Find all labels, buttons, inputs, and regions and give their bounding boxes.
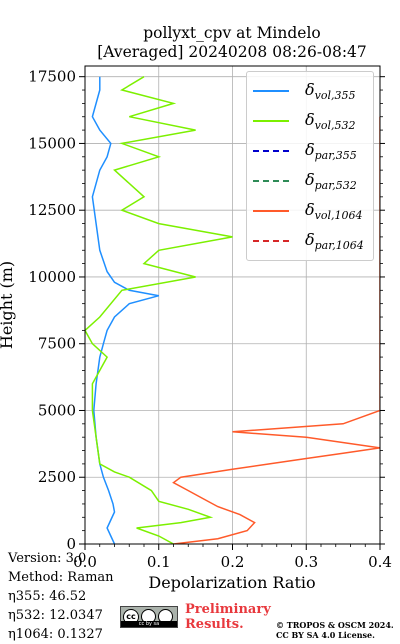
x-tick-label: 0.3	[294, 553, 318, 571]
legend-entry: δpar,355	[253, 140, 371, 162]
meta-line: η1064: 0.1327	[8, 627, 103, 642]
data-series	[85, 76, 380, 544]
legend-swatch	[253, 180, 289, 182]
y-tick-label: 17500	[28, 68, 76, 86]
copyright-line-2: CC BY SA 4.0 License.	[276, 630, 375, 640]
cc-license-badge: cc cc by sa	[120, 606, 178, 628]
x-tick-label: 0.4	[368, 553, 392, 571]
series-line-vol-355	[91, 76, 159, 544]
legend-label: δvol,355	[305, 80, 356, 103]
legend-swatch	[253, 90, 289, 92]
legend-label: δpar,532	[305, 170, 357, 193]
legend-entry: δvol,1064	[253, 200, 371, 222]
legend-label: δvol,532	[305, 110, 356, 133]
legend-entry: δpar,1064	[253, 230, 371, 252]
x-axis-label: Depolarization Ratio	[148, 573, 315, 592]
chart-title: pollyxt_cpv at Mindelo	[143, 24, 321, 42]
meta-line: η532: 12.0347	[8, 608, 103, 623]
x-tick-label: 0.1	[147, 553, 171, 571]
legend-entry: δvol,532	[253, 110, 371, 132]
legend: δvol,355 δvol,532 δpar,355 δpar,532 δvol,106…	[246, 71, 374, 261]
y-tick-label: 12500	[28, 201, 76, 219]
meta-line: Method: Raman	[8, 570, 114, 585]
legend-label: δvol,1064	[305, 200, 363, 223]
preliminary-line-1: Preliminary	[185, 602, 271, 617]
license-strip: cc by sa	[121, 621, 177, 627]
preliminary-results-note: Preliminary Results.	[185, 602, 271, 632]
x-tick-label: 0.2	[221, 553, 245, 571]
y-tick-label: 15000	[28, 134, 76, 152]
y-tick-label: 10000	[28, 268, 76, 286]
series-line-vol-1064	[172, 116, 380, 544]
x-tick-label: 0.0	[73, 553, 97, 571]
y-tick-label: 2500	[38, 468, 76, 486]
y-tick-label: 5000	[38, 401, 76, 419]
axis-ticks: 0.0 0.1 0.2 0.3 0.4 0 2500 5000 7500 10000 12500 15…	[28, 68, 392, 571]
chart-subtitle: [Averaged] 20240208 08:26-08:47	[97, 43, 367, 61]
legend-label: δpar,355	[305, 140, 357, 163]
copyright-note: © TROPOS & OSCM 2024. CC BY SA 4.0 Licen…	[276, 620, 394, 640]
legend-swatch	[253, 150, 289, 152]
copyright-line-1: © TROPOS & OSCM 2024.	[276, 620, 394, 630]
legend-swatch	[253, 240, 289, 242]
legend-entry: δpar,532	[253, 170, 371, 192]
preliminary-line-2: Results.	[185, 617, 244, 632]
grid	[84, 66, 381, 545]
legend-swatch	[253, 120, 289, 122]
y-tick-label: 0	[66, 535, 76, 553]
y-tick-label: 7500	[38, 335, 76, 353]
y-axis-label: Height (m)	[0, 261, 16, 349]
meta-line: Version: 3.0	[8, 551, 87, 566]
legend-entry: δvol,355	[253, 80, 371, 102]
meta-line: η355: 46.52	[8, 589, 87, 604]
legend-label: δpar,1064	[305, 230, 364, 253]
series-line-vol-532	[85, 76, 233, 544]
legend-swatch	[253, 210, 289, 212]
